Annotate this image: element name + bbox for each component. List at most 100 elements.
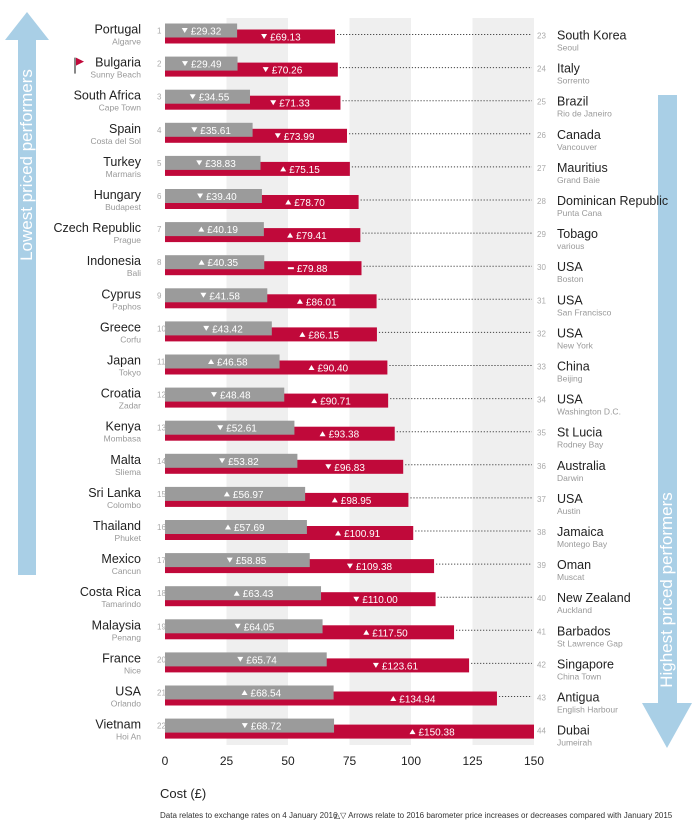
- red-bar-value-label: £75.15: [289, 165, 320, 176]
- right-city-label: Grand Baie: [557, 175, 600, 185]
- right-country-label: Tobago: [557, 227, 598, 241]
- change-arrow-icon: [296, 298, 303, 304]
- left-rank-label: 6: [157, 192, 162, 201]
- right-country-label: New Zealand: [557, 591, 631, 605]
- right-city-label: Auckland: [557, 605, 592, 615]
- red-bar-value-label: £134.94: [399, 695, 436, 706]
- right-rank-label: 25: [537, 98, 546, 107]
- grey-bar-value-label: £35.61: [200, 126, 231, 137]
- left-country-label: Malaysia: [92, 618, 141, 632]
- grey-bar-value-label: £40.35: [208, 258, 239, 269]
- x-axis-title: Cost (£): [160, 786, 207, 801]
- grey-bar: [165, 89, 250, 104]
- left-country-label: Kenya: [106, 420, 141, 434]
- grey-bar: [165, 453, 298, 468]
- right-rank-label: 42: [537, 660, 546, 669]
- right-rank-label: 29: [537, 230, 546, 239]
- x-tick-label: 25: [220, 754, 234, 768]
- right-rank-label: 27: [537, 164, 546, 173]
- red-bar-value-label: £98.95: [341, 496, 372, 507]
- left-country-label: Croatia: [101, 387, 141, 401]
- right-country-label: South Korea: [557, 29, 627, 43]
- x-tick-label: 100: [401, 754, 421, 768]
- grey-bar-value-label: £40.19: [207, 225, 238, 236]
- right-rank-label: 35: [537, 429, 546, 438]
- grey-bar: [165, 288, 268, 303]
- right-rank-label: 41: [537, 627, 546, 636]
- red-bar-value-label: £96.83: [334, 463, 365, 474]
- left-city-label: Nice: [124, 665, 141, 675]
- left-rank-label: 10: [157, 324, 166, 333]
- right-country-label: Italy: [557, 62, 581, 76]
- down-arrow-icon: [642, 95, 692, 748]
- flag-icon: [76, 57, 84, 66]
- left-city-label: Mombasa: [104, 434, 142, 444]
- red-bar-value-label: £71.33: [279, 99, 310, 110]
- left-country-label: Spain: [109, 122, 141, 136]
- right-rank-label: 31: [537, 296, 546, 305]
- right-rank-label: 37: [537, 495, 546, 504]
- right-country-label: USA: [557, 260, 583, 274]
- change-arrow-icon: [319, 431, 326, 437]
- right-rank-label: 26: [537, 131, 546, 140]
- grey-bar-value-label: £64.05: [244, 622, 275, 633]
- left-rank-label: 2: [157, 60, 162, 69]
- left-rank-label: 11: [157, 358, 166, 367]
- right-country-label: St Lucia: [557, 426, 602, 440]
- change-arrow-icon: [409, 729, 416, 735]
- red-bar-value-label: £110.00: [362, 595, 398, 606]
- left-country-label: Czech Republic: [53, 221, 141, 235]
- left-city-label: Sunny Beach: [90, 70, 141, 80]
- right-country-label: China: [557, 360, 590, 374]
- left-rank-label: 7: [157, 225, 162, 234]
- right-city-label: Muscat: [557, 572, 585, 582]
- left-country-label: Malta: [110, 453, 141, 467]
- red-bar-value-label: £79.88: [297, 264, 328, 275]
- left-city-label: Zadar: [119, 401, 141, 411]
- right-rank-label: 39: [537, 561, 546, 570]
- left-city-label: Sliema: [115, 467, 141, 477]
- left-rank-label: 20: [157, 655, 166, 664]
- right-rank-label: 23: [537, 32, 546, 41]
- red-bar-value-label: £69.13: [270, 33, 301, 44]
- grey-bar: [165, 354, 280, 369]
- right-rank-label: 40: [537, 594, 546, 603]
- grey-bar-value-label: £68.54: [251, 689, 282, 700]
- left-city-label: Cape Town: [99, 103, 142, 113]
- change-arrow-icon: [203, 325, 210, 331]
- left-country-label: Bulgaria: [95, 56, 141, 70]
- x-tick-label: 50: [281, 754, 295, 768]
- left-rank-label: 15: [157, 490, 166, 499]
- change-arrow-icon: [280, 166, 287, 172]
- grey-bar: [165, 685, 334, 700]
- change-arrow-icon: [325, 464, 332, 470]
- grey-bar: [165, 189, 262, 203]
- change-arrow-icon: [353, 596, 360, 602]
- right-rank-label: 28: [537, 197, 546, 206]
- left-rank-label: 19: [157, 622, 166, 631]
- right-city-label: Washington D.C.: [557, 407, 621, 417]
- up-arrow-icon: [5, 12, 49, 575]
- left-rank-label: 1: [157, 27, 162, 36]
- grey-bar: [165, 553, 310, 568]
- right-country-label: Dominican Republic: [557, 194, 668, 208]
- red-bar-value-label: £70.26: [272, 66, 303, 77]
- red-bar-value-label: £86.01: [306, 297, 337, 308]
- right-city-label: Boston: [557, 274, 584, 284]
- grey-bar: [165, 56, 238, 71]
- left-country-label: Greece: [100, 320, 141, 334]
- change-arrow-icon: [287, 267, 294, 270]
- grey-bar: [165, 23, 238, 38]
- left-city-label: Marmaris: [106, 169, 141, 179]
- grey-bar: [165, 155, 261, 170]
- right-city-label: English Harbour: [557, 705, 618, 715]
- left-rank-label: 16: [157, 523, 166, 532]
- left-city-label: Prague: [114, 235, 142, 245]
- change-arrow-icon: [234, 623, 241, 629]
- change-arrow-icon: [241, 690, 248, 695]
- red-bar-value-label: £86.15: [308, 330, 339, 341]
- grey-bar-value-label: £57.69: [234, 523, 265, 534]
- left-city-label: Hoi An: [116, 732, 141, 742]
- change-arrow-icon: [363, 629, 370, 635]
- right-rank-label: 43: [537, 694, 546, 703]
